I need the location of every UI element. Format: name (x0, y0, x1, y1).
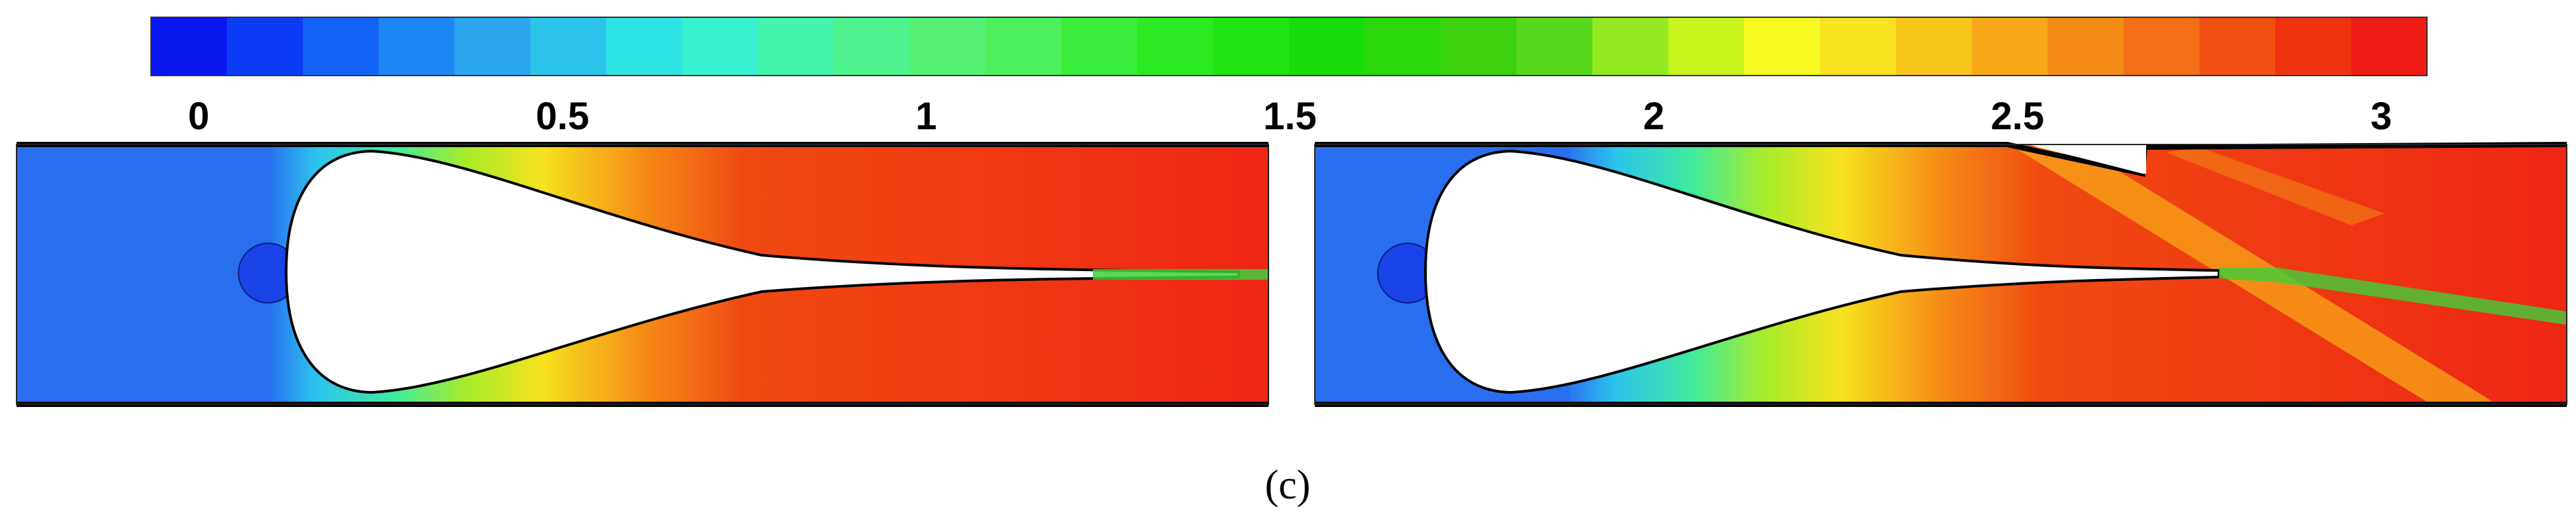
colorbar-cell (833, 17, 910, 76)
colorbar-cell (1896, 17, 1973, 76)
figure-caption: (c) (1265, 463, 1311, 508)
colorbar: 0 0.5 1 1.5 2 2.5 3 (150, 17, 2428, 138)
colorbar-cell (682, 17, 758, 76)
colorbar-cell (1516, 17, 1593, 76)
colorbar-cell (909, 17, 986, 76)
colorbar-tick-label: 2 (1643, 95, 1665, 138)
colorbar-cell (606, 17, 683, 76)
colorbar-cell (227, 17, 303, 76)
colorbar-cell (2123, 17, 2200, 76)
body-shape (284, 149, 1240, 394)
colorbar-cell (1213, 17, 1290, 76)
colorbar-cell (303, 17, 380, 76)
colorbar-cell (758, 17, 835, 76)
colorbar-cells (151, 17, 2428, 76)
colorbar-cell (1061, 17, 1138, 76)
colorbar-cell (2351, 17, 2428, 76)
colorbar-cell (985, 17, 1062, 76)
colorbar-tick-label: 0.5 (536, 95, 590, 138)
wake-shear-layer (2219, 268, 2567, 325)
colorbar-tick-label: 1.5 (1263, 95, 1317, 138)
colorbar-tick-label: 2.5 (1990, 95, 2044, 138)
colorbar-cell (1744, 17, 1821, 76)
colorbar-cell (2275, 17, 2352, 76)
panel-border (1314, 144, 2567, 405)
wake-shear-layer (1093, 269, 1268, 280)
colorbar-cell (1820, 17, 1896, 76)
colorbar-cell (530, 17, 607, 76)
colorbar-cell (1592, 17, 1669, 76)
colorbar-frame (150, 17, 2428, 76)
colorbar-cell (454, 17, 531, 76)
colorbar-cell (2199, 17, 2276, 76)
colorbar-cell (151, 17, 228, 76)
colorbar-cell (378, 17, 455, 76)
colorbar-tick-labels: 0 0.5 1 1.5 2 2.5 3 (188, 95, 2392, 138)
colorbar-tick-label: 3 (2371, 95, 2392, 138)
colorbar-cell (2047, 17, 2124, 76)
colorbar-tick-label: 0 (188, 95, 209, 138)
contour-panel-right (1314, 139, 2567, 407)
panel-border (16, 144, 1269, 405)
colorbar-cell (1365, 17, 1441, 76)
colorbar-cell (1441, 17, 1518, 76)
body-shape (1423, 149, 2220, 394)
colorbar-cell (1137, 17, 1214, 76)
colorbar-tick-label: 1 (915, 95, 937, 138)
colorbar-cell (1668, 17, 1745, 76)
colorbar-cell (1971, 17, 2048, 76)
ramp-solid (2007, 139, 2146, 174)
colorbar-cell (1289, 17, 1366, 76)
freestream-region (17, 144, 272, 404)
contour-panel-left (16, 142, 1269, 407)
expansion-fan (2166, 147, 2385, 225)
